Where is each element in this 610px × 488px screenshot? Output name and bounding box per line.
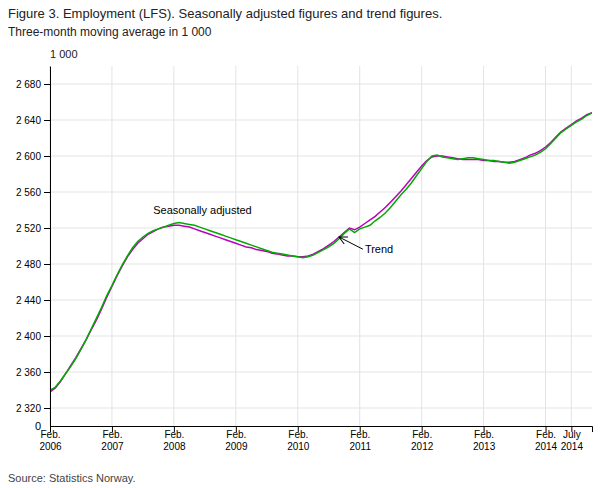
- grid-line-x: [359, 66, 360, 426]
- x-tick-label: Feb.2009: [225, 429, 248, 452]
- chart: Figure 3. Employment (LFS). Seasonally a…: [0, 0, 610, 488]
- y-axis: 2 320 2 360 2 400 2 440 2 480 2 520 2 560 2 600…: [16, 67, 51, 427]
- y-tick-mark: [44, 336, 50, 337]
- x-tick: Feb.2008: [163, 426, 186, 452]
- grid-line-y: [50, 264, 592, 265]
- y-tick-mark: [44, 264, 50, 265]
- y-tick: 2 480: [16, 259, 50, 270]
- y-tick-mark: [44, 408, 50, 409]
- grid-line-x: [421, 66, 422, 426]
- plot: 2 320 2 360 2 400 2 440 2 480 2 520 2 560 2 600…: [16, 48, 593, 452]
- grid: [50, 66, 592, 426]
- series-line: [50, 113, 592, 390]
- y-tick-label: 2 360: [16, 367, 41, 378]
- y-tick: 2 520: [16, 223, 50, 234]
- x-tick-label: Feb.2007: [101, 429, 124, 452]
- annotation: Seasonally adjusted: [153, 204, 251, 216]
- axis-line: [50, 67, 51, 427]
- grid-line-x: [545, 66, 546, 426]
- x-tick: Feb.2007: [101, 426, 124, 452]
- y-tick-label: 2 600: [16, 151, 41, 162]
- y-tick-mark: [44, 300, 50, 301]
- x-tick-label: Feb.2010: [287, 429, 310, 452]
- y-tick: 2 640: [16, 115, 50, 126]
- grid-line-x: [111, 66, 112, 426]
- x-tick: Feb.2009: [225, 426, 248, 452]
- grid-line-y: [50, 228, 592, 229]
- y-tick-label: 2 560: [16, 187, 41, 198]
- source: Source: Statistics Norway.: [8, 472, 136, 484]
- y-tick: 2 320: [16, 403, 50, 414]
- y-tick-label: 2 640: [16, 115, 41, 126]
- y-tick: 2 680: [16, 79, 50, 90]
- y-tick-mark: [44, 120, 50, 121]
- y-tick-mark: [44, 228, 50, 229]
- grid-line-y: [50, 84, 592, 85]
- y-tick-mark: [44, 84, 50, 85]
- title: Figure 3. Employment (LFS). Seasonally a…: [8, 6, 442, 21]
- x-tick: Feb.2011: [349, 426, 371, 452]
- x-tick-label: Feb.2008: [163, 429, 186, 452]
- series-line: [50, 113, 592, 392]
- lines: [50, 113, 592, 392]
- y-tick: 2 560: [16, 187, 50, 198]
- grid-line-y: [50, 372, 592, 373]
- x-tick: Feb.2010: [287, 426, 310, 452]
- annotation: Trend: [365, 243, 393, 255]
- y-tick-mark: [44, 192, 50, 193]
- grid-line-y: [50, 336, 592, 337]
- x-tick: Feb.2006: [39, 426, 62, 452]
- grid-line-y: [50, 156, 592, 157]
- grid-line-y: [50, 300, 592, 301]
- grid-line-x: [235, 66, 236, 426]
- y-tick-label: 2 680: [16, 79, 41, 90]
- x-tick-label: Feb.2013: [473, 429, 496, 452]
- grid-line-y: [50, 120, 592, 121]
- y-axis-label: 1 000: [50, 48, 78, 60]
- x-tick-label: Feb.2012: [411, 429, 434, 452]
- grid-line-y: [50, 408, 592, 409]
- annotation: 0: [35, 420, 41, 432]
- grid-line-y: [50, 192, 592, 193]
- x-tick-label: Feb.2014: [535, 429, 558, 452]
- x-axis: Feb.2006 Feb.2007 Feb.2008 Feb.2009 Feb.2010…: [39, 426, 592, 452]
- x-tick-label: July2014: [561, 429, 584, 452]
- y-tick-mark: [44, 156, 50, 157]
- subtitle: Three-month moving average in 1 000: [8, 25, 212, 39]
- x-tick: Feb.2014: [535, 426, 558, 452]
- x-tick-label: Feb.2006: [39, 429, 62, 452]
- grid-line-x: [173, 66, 174, 426]
- grid-line-x: [483, 66, 484, 426]
- y-tick-label: 2 440: [16, 295, 41, 306]
- y-tick: 2 400: [16, 331, 50, 342]
- y-tick-mark: [44, 372, 50, 373]
- y-tick-label: 2 480: [16, 259, 41, 270]
- x-tick-label: Feb.2011: [349, 429, 371, 452]
- x-tick: July2014: [561, 426, 584, 452]
- y-tick-label: 2 320: [16, 403, 41, 414]
- x-tick: Feb.2012: [411, 426, 434, 452]
- axis-line: [51, 427, 593, 433]
- y-tick: 2 600: [16, 151, 50, 162]
- annotation-arrow: [339, 237, 363, 249]
- y-tick: 2 440: [16, 295, 50, 306]
- y-tick: 2 360: [16, 367, 50, 378]
- y-tick-label: 2 520: [16, 223, 41, 234]
- grid-line-x: [297, 66, 298, 426]
- grid-line-x: [571, 66, 572, 426]
- annotations: Seasonally adjusted Trend 0: [35, 204, 393, 432]
- y-tick-label: 2 400: [16, 331, 41, 342]
- x-tick: Feb.2013: [473, 426, 496, 452]
